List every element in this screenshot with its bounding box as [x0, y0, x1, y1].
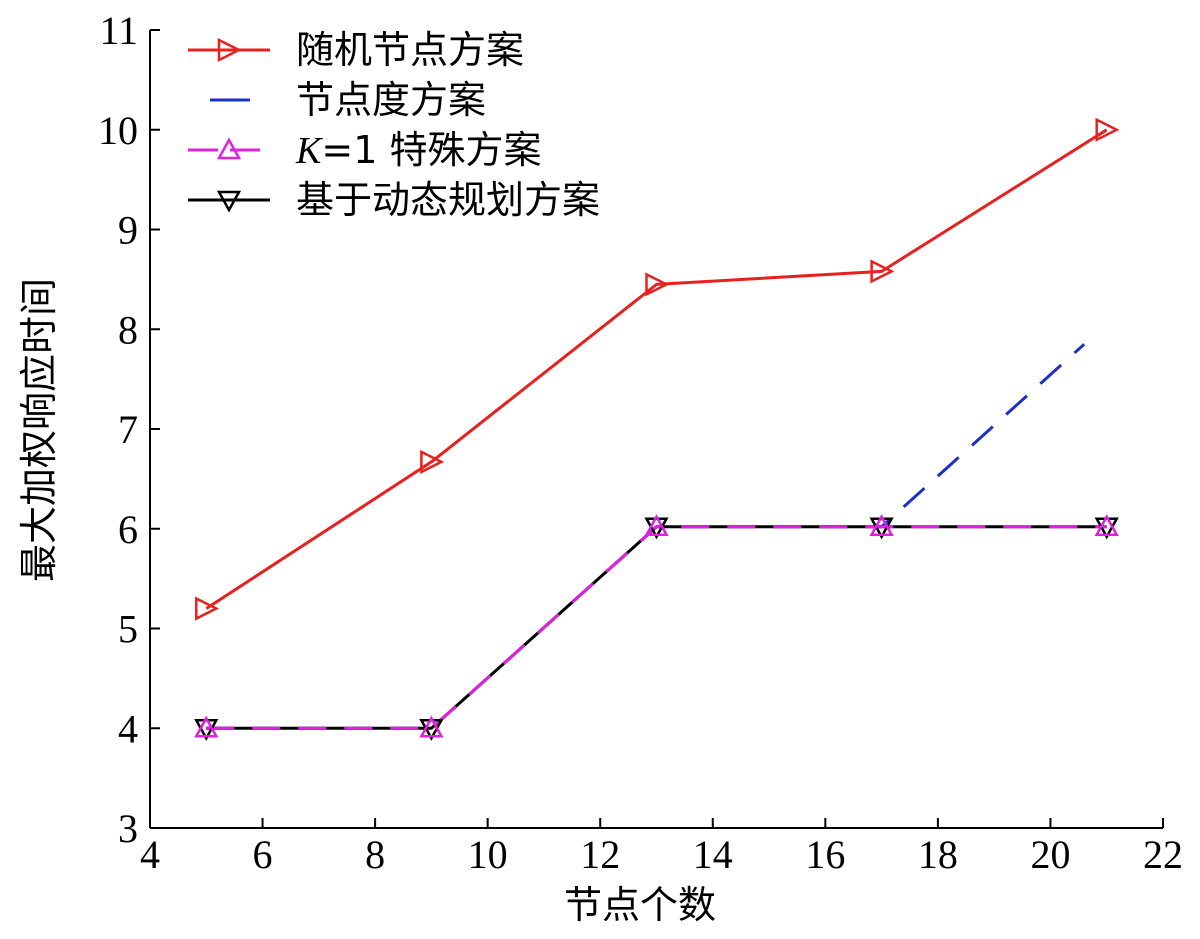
y-axis-title: 最大加权响应时间 [17, 278, 61, 582]
legend-label-3: 基于动态规划方案 [296, 178, 600, 222]
data-point-s0-0 [195, 596, 220, 621]
series-line-2 [206, 525, 1107, 730]
y-tick-label: 9 [118, 208, 138, 253]
x-tick-label: 14 [693, 832, 733, 877]
data-point-s2-3 [869, 514, 894, 537]
data-point-s0-3 [870, 259, 895, 284]
legend-label-2: K=1 特殊方案 [295, 128, 541, 172]
x-tick-label: 10 [468, 832, 508, 877]
x-tick-label: 16 [805, 832, 845, 877]
y-tick-label: 3 [118, 806, 138, 851]
series-line-0 [205, 128, 1108, 610]
data-point-s2-2 [644, 514, 669, 537]
x-tick-label: 22 [1143, 832, 1183, 877]
series-lines [205, 128, 1108, 730]
y-tick-label: 10 [98, 108, 138, 153]
x-tick-label: 4 [140, 832, 160, 877]
data-point-s0-4 [1095, 117, 1120, 142]
series-line-3 [206, 525, 1107, 730]
x-axis-title: 节点个数 [564, 883, 716, 927]
legend-marker-0 [217, 37, 242, 63]
x-tick-label: 20 [1030, 832, 1070, 877]
data-point-s2-1 [419, 715, 444, 738]
legend-label-0: 随机节点方案 [296, 28, 524, 72]
y-tick-label: 11 [99, 8, 138, 53]
legend-marker-2 [216, 137, 242, 160]
y-tick-label: 4 [118, 706, 138, 751]
series-markers [194, 117, 1120, 741]
y-tick-label: 6 [118, 507, 138, 552]
y-tick-label: 8 [118, 307, 138, 352]
data-point-s2-4 [1094, 514, 1119, 537]
x-tick-label: 18 [918, 832, 958, 877]
legend-label-1: 节点度方案 [296, 78, 486, 122]
legend-label-italic: K [295, 130, 323, 172]
data-point-s0-2 [645, 272, 670, 297]
y-tick-label: 7 [118, 407, 138, 452]
y-tick-label: 5 [118, 607, 138, 652]
x-tick-label: 8 [365, 832, 385, 877]
legend-marker-3 [216, 190, 242, 213]
x-tick-label: 12 [580, 832, 620, 877]
legend-label-rest: =1 特殊方案 [321, 128, 541, 172]
data-point-s0-1 [420, 449, 445, 474]
data-point-s2-0 [194, 715, 219, 738]
x-tick-label: 6 [253, 832, 273, 877]
